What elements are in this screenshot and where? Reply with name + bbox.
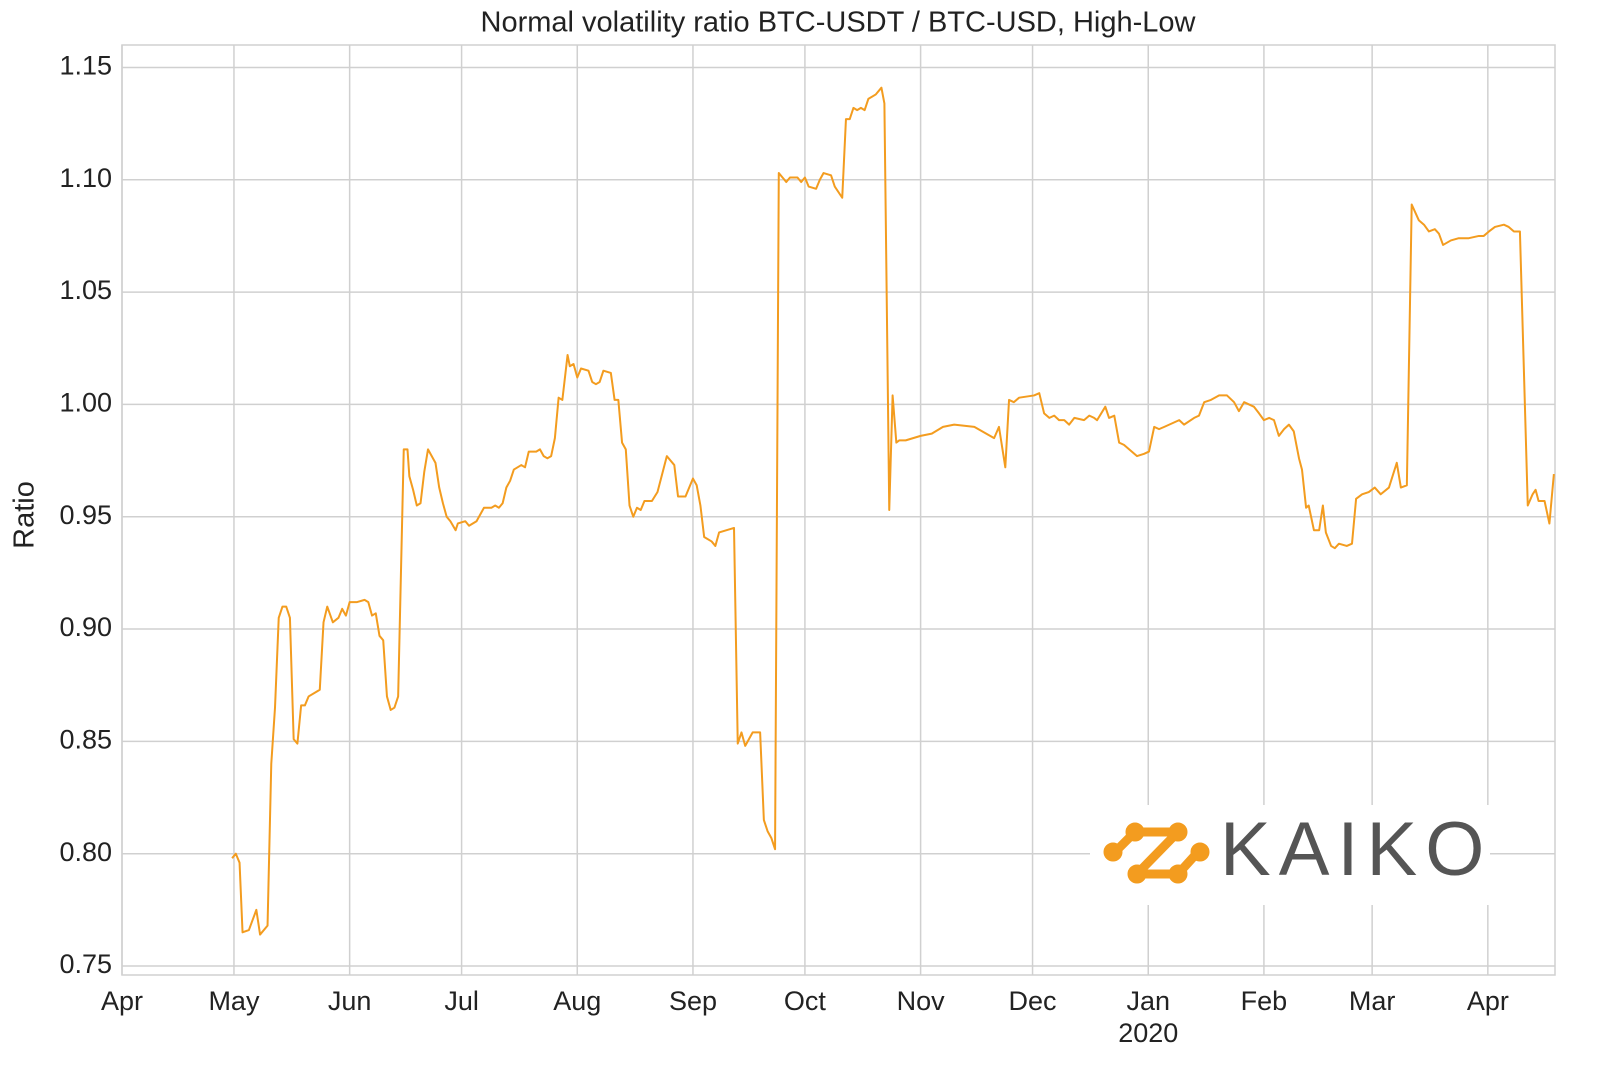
x-tick-label: Jan (1126, 986, 1170, 1016)
logo-dot (1168, 822, 1188, 842)
y-tick-label: 1.10 (59, 163, 112, 193)
logo-dot (1125, 822, 1145, 842)
x-tick-label: Mar (1349, 986, 1396, 1016)
logo-link (1133, 828, 1182, 878)
y-tick-label: 1.00 (59, 388, 112, 418)
grid (121, 45, 1555, 975)
logo-dot (1168, 864, 1188, 884)
y-tick-label: 0.75 (59, 949, 112, 979)
y-tick-label: 0.80 (59, 837, 112, 867)
y-tick-label: 0.90 (59, 612, 112, 642)
x-tick-label: Jun (328, 986, 372, 1016)
logo-dot (1127, 864, 1147, 884)
x-tick-label: Feb (1241, 986, 1288, 1016)
x-tick-label: Dec (1009, 986, 1057, 1016)
x-tick-label: Sep (669, 986, 717, 1016)
x-tick-label: Aug (553, 986, 601, 1016)
y-axis-label: Ratio (9, 481, 41, 549)
logo-icon (1103, 822, 1210, 884)
series-line (231, 86, 1555, 936)
x-tick-label: Apr (101, 986, 143, 1016)
x-tick-label: Nov (897, 986, 946, 1016)
x-tick-label: May (208, 986, 260, 1016)
logo-dot (1190, 842, 1210, 862)
lines (231, 86, 1555, 936)
watermark: KAIKO (1220, 807, 1492, 892)
x-tick-label: Oct (784, 986, 827, 1016)
y-tick-label: 0.95 (59, 500, 112, 530)
y-tick-label: 1.05 (59, 275, 112, 305)
logo-dot (1103, 842, 1123, 862)
x-tick-label: Jul (444, 986, 479, 1016)
y-tick-label: 1.15 (59, 51, 112, 81)
chart-title: Normal volatility ratio BTC-USDT / BTC-U… (481, 7, 1197, 39)
y-tick-label: 0.85 (59, 725, 112, 755)
x-year-label: 2020 (1118, 1018, 1178, 1048)
x-tick-label: Apr (1467, 986, 1509, 1016)
